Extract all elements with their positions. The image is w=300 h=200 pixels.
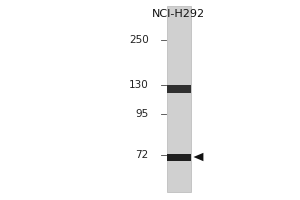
- Text: NCI-H292: NCI-H292: [152, 9, 205, 19]
- Bar: [167, 6, 191, 192]
- Text: 72: 72: [135, 150, 148, 160]
- Bar: [167, 154, 191, 160]
- Text: 95: 95: [135, 109, 148, 119]
- Bar: [167, 85, 191, 93]
- Text: 130: 130: [129, 80, 148, 90]
- Polygon shape: [194, 153, 203, 161]
- Text: 250: 250: [129, 35, 148, 45]
